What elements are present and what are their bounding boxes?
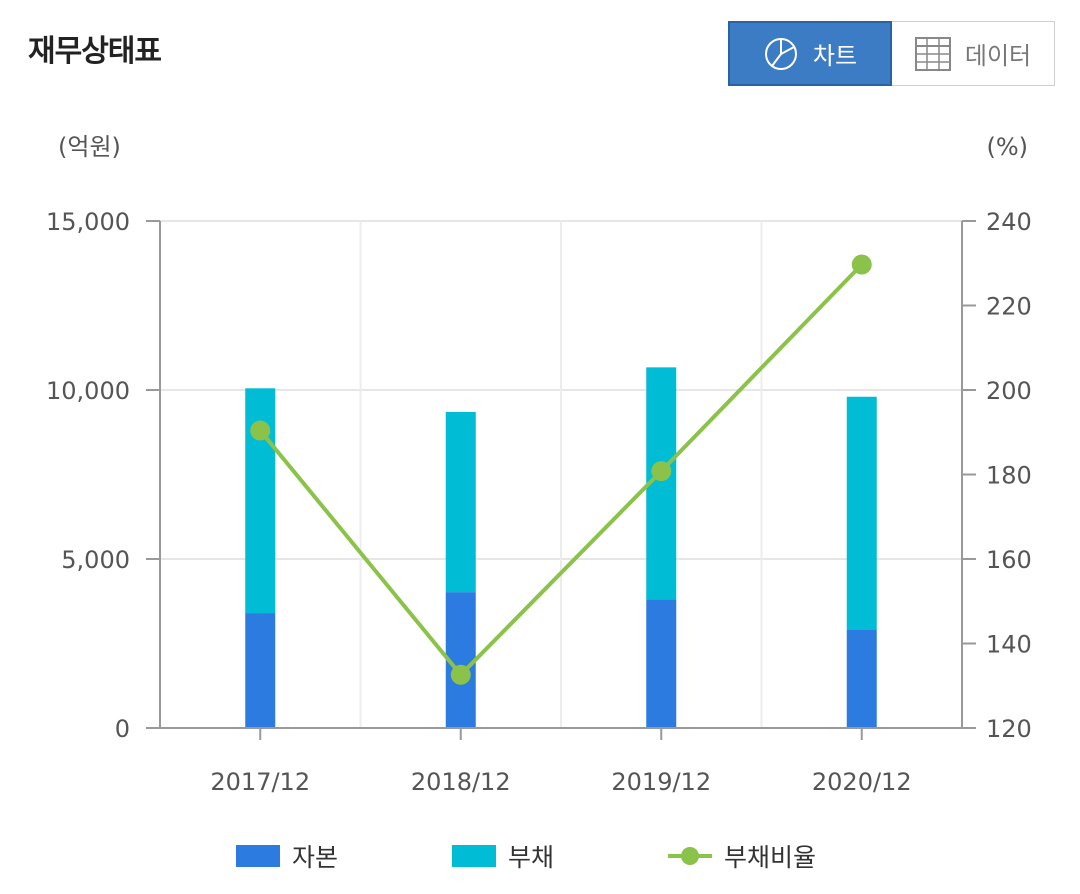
financial-chart: (억원) (%) 15,00010,0005,00002402202001801… (46, 133, 1032, 796)
legend-swatch-ratio (668, 847, 712, 865)
y-right-tick-label: 180 (986, 462, 1032, 490)
y-left-tick-label: 10,000 (46, 377, 130, 405)
tab-chart[interactable]: 차트 (728, 21, 892, 86)
y-right-tick-label: 160 (986, 546, 1032, 574)
legend-label-liabilities: 부채 (508, 843, 555, 872)
y-left-unit-label: (억원) (58, 133, 121, 161)
bar-liabilities (846, 396, 877, 630)
bar-liabilities (445, 411, 476, 593)
ratio-line (258, 263, 864, 678)
legend-swatch-liabilities (452, 845, 496, 867)
page-title: 재무상태표 (28, 34, 162, 69)
x-tick-label: 2020/12 (812, 768, 912, 796)
ratio-line-series (250, 254, 872, 685)
legend-label-ratio: 부채비율 (724, 843, 817, 872)
y-left-tick-label: 15,000 (46, 208, 130, 236)
tab-chart-label: 차트 (812, 42, 858, 70)
y-right-tick-label: 240 (986, 208, 1032, 236)
legend-item-capital[interactable]: 자본 (236, 838, 338, 874)
ratio-point (651, 461, 672, 482)
x-tick-label: 2018/12 (411, 768, 511, 796)
x-tick-label: 2019/12 (611, 768, 711, 796)
axes: 15,000 10,000 5,000 0 240 220 200 180 160 140 120 2… (46, 208, 1032, 796)
bar-capital (846, 629, 877, 728)
ratio-point (851, 254, 872, 275)
tab-data-label: 데이터 (964, 42, 1032, 70)
tab-data[interactable]: 데이터 (892, 21, 1055, 86)
y-right-tick-label: 220 (986, 293, 1032, 321)
y-left-tick-label: 5,000 (61, 546, 130, 574)
ratio-point (450, 664, 471, 685)
bar-capital (646, 599, 677, 728)
view-toggle: 차트 데이터 (728, 21, 1055, 86)
bar-capital (245, 613, 276, 728)
ratio-point (250, 420, 271, 441)
legend-swatch-capital (236, 845, 280, 867)
y-right-tick-label: 200 (986, 377, 1032, 405)
legend-item-ratio[interactable]: 부채비율 (668, 838, 816, 874)
x-tick-label: 2017/12 (210, 768, 310, 796)
y-left-tick-label: 0 (115, 715, 130, 743)
legend-label-capital: 자본 (292, 843, 339, 872)
table-grid-icon (914, 36, 951, 71)
grid-lines (160, 220, 962, 728)
pie-chart-icon (763, 36, 799, 72)
y-right-tick-label: 140 (986, 631, 1032, 659)
y-right-tick-label: 120 (986, 715, 1032, 743)
legend: 자본 부채 부채비율 (0, 838, 1080, 874)
legend-item-liabilities[interactable]: 부채 (452, 838, 554, 874)
y-right-unit-label: (%) (986, 133, 1028, 161)
